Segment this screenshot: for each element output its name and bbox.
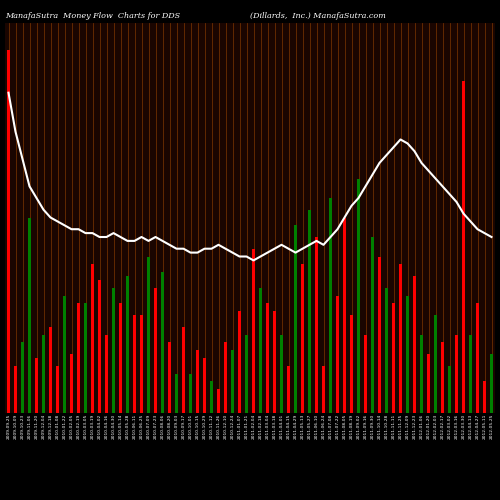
Bar [188,374,192,412]
Bar [90,264,94,412]
Bar [112,288,116,412]
Bar [398,264,402,412]
Bar [364,334,368,412]
Bar [118,304,122,412]
Bar [202,358,206,412]
Bar [378,256,382,412]
Bar [210,382,214,412]
Bar [294,226,298,412]
Bar [20,342,24,412]
Bar [300,264,304,412]
Bar [448,366,452,412]
Bar [370,237,374,412]
Bar [230,350,234,412]
Bar [6,50,10,412]
Bar [174,374,178,412]
Bar [272,311,276,412]
Bar [34,358,38,412]
Bar [384,288,388,412]
Bar [434,315,438,412]
Text: (Dillards,  Inc.) ManafaSutra.com: (Dillards, Inc.) ManafaSutra.com [250,12,386,20]
Bar [280,334,283,412]
Bar [440,342,444,412]
Bar [490,354,494,412]
Bar [244,334,248,412]
Bar [308,210,312,412]
Bar [238,311,242,412]
Bar [146,256,150,412]
Bar [482,382,486,412]
Bar [412,276,416,412]
Bar [336,296,340,412]
Bar [70,354,73,412]
Bar [266,304,270,412]
Text: ManafaSutra  Money Flow  Charts for DDS: ManafaSutra Money Flow Charts for DDS [5,12,180,20]
Bar [14,366,18,412]
Bar [76,304,80,412]
Bar [350,315,354,412]
Bar [140,315,143,412]
Bar [196,350,200,412]
Bar [132,315,136,412]
Bar [84,304,87,412]
Bar [356,178,360,412]
Bar [342,218,346,412]
Bar [392,304,396,412]
Bar [328,198,332,412]
Bar [322,366,326,412]
Bar [62,296,66,412]
Bar [224,342,228,412]
Bar [420,334,424,412]
Bar [454,334,458,412]
Bar [42,334,46,412]
Bar [98,280,102,412]
Bar [126,276,130,412]
Bar [258,288,262,412]
Bar [154,288,158,412]
Bar [252,248,256,412]
Bar [286,366,290,412]
Bar [28,218,32,412]
Bar [476,304,480,412]
Bar [462,81,466,412]
Bar [56,366,60,412]
Bar [104,334,108,412]
Bar [182,326,186,412]
Bar [426,354,430,412]
Bar [468,334,472,412]
Bar [160,272,164,412]
Bar [168,342,172,412]
Bar [406,296,409,412]
Bar [216,389,220,412]
Bar [48,326,52,412]
Bar [314,237,318,412]
